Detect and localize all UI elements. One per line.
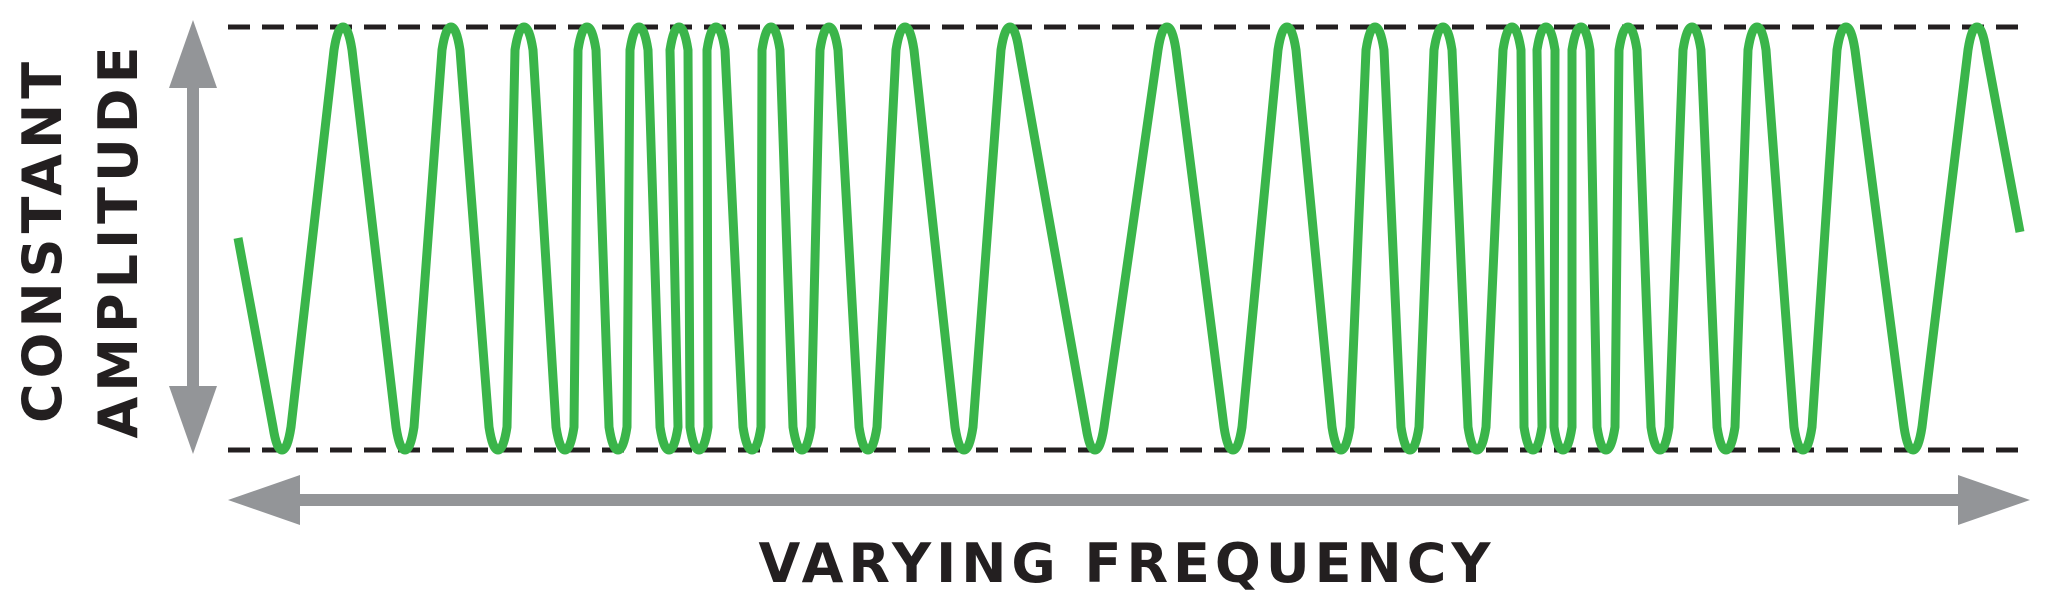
vertical-label-line2: AMPLITUDE bbox=[87, 41, 150, 438]
arrow-down-head bbox=[169, 386, 217, 454]
varying-frequency-wave bbox=[233, 22, 2025, 455]
arrow-up-head bbox=[169, 20, 217, 88]
arrow-left-head bbox=[228, 475, 300, 525]
amplitude-arrow bbox=[169, 20, 217, 454]
vertical-label-line1: CONSTANT bbox=[11, 57, 74, 423]
frequency-arrow bbox=[228, 475, 2030, 525]
arrow-right-head bbox=[1958, 475, 2030, 525]
horizontal-label: VARYING FREQUENCY bbox=[759, 532, 1496, 595]
